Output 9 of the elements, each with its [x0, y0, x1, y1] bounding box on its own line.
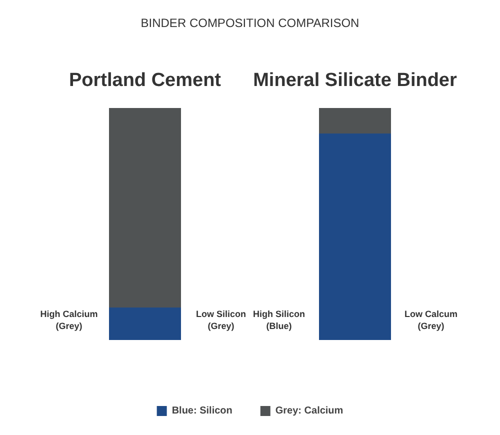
legend-label: Blue: Silicon: [172, 406, 232, 416]
annotation: High Calcium (Grey): [40, 309, 98, 331]
chart-title: BINDER COMPOSITION COMPARISON: [140, 16, 360, 30]
x-tick-label: Mineral Silicate Binder: [253, 70, 458, 91]
annotation: Low Calcum (Grey): [404, 309, 458, 331]
x-tick-label: Portland Cement: [68, 70, 222, 91]
annotation: High Silicon (Blue): [252, 309, 306, 331]
legend-label: Grey: Calcium: [275, 406, 344, 416]
annotation: Low Silicon (Grey): [196, 309, 246, 331]
